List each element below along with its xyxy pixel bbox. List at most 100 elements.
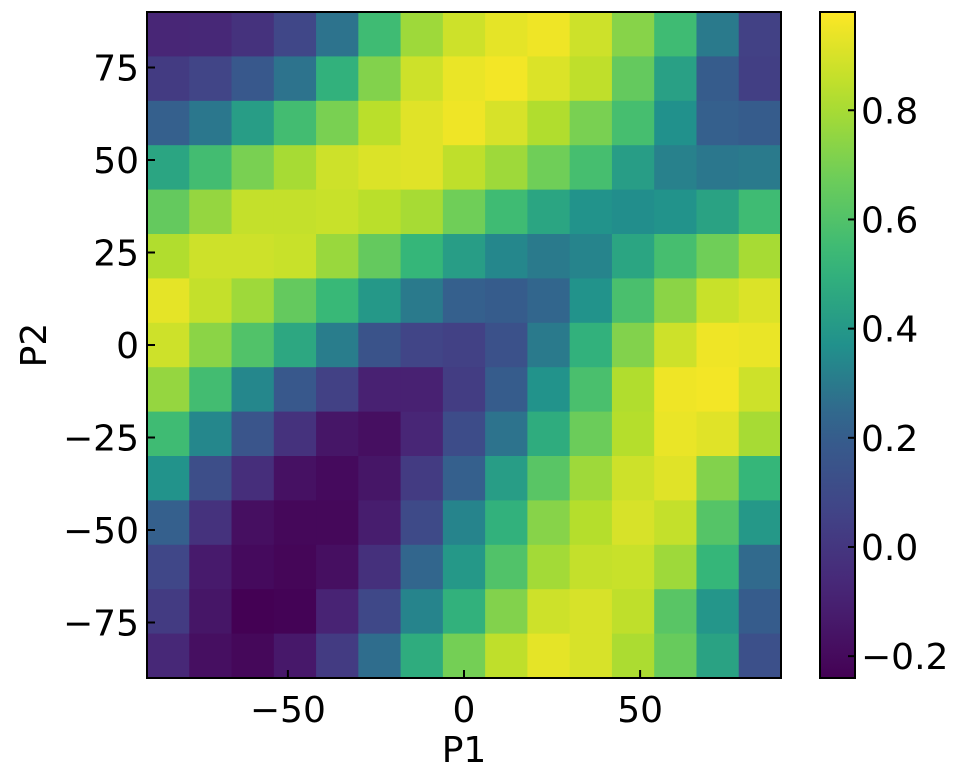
- heatmap-cell: [570, 323, 613, 368]
- heatmap-cell: [485, 190, 528, 235]
- y-tick-label: 0: [116, 326, 139, 367]
- heatmap-cell: [527, 234, 570, 279]
- heatmap-cell: [527, 12, 570, 57]
- heatmap-cell: [358, 412, 401, 457]
- heatmap-cell: [485, 500, 528, 545]
- heatmap-cell: [485, 456, 528, 501]
- heatmap-cell: [612, 234, 655, 279]
- heatmap-cell: [147, 190, 190, 235]
- heatmap-cell: [570, 278, 613, 323]
- y-tick-label: −50: [63, 511, 139, 552]
- heatmap-cell: [696, 278, 739, 323]
- heatmap-cell: [358, 101, 401, 146]
- heatmap-cell: [189, 367, 232, 412]
- heatmap-cell: [485, 234, 528, 279]
- x-axis-label: P1: [442, 730, 487, 771]
- heatmap-cell: [527, 367, 570, 412]
- heatmap-cell: [401, 101, 444, 146]
- heatmap-cell: [612, 634, 655, 679]
- heatmap-cell: [316, 323, 359, 368]
- heatmap-cell: [527, 412, 570, 457]
- heatmap-cell: [316, 456, 359, 501]
- heatmap-cell: [527, 323, 570, 368]
- heatmap-cell: [739, 634, 782, 679]
- heatmap-cell: [485, 412, 528, 457]
- heatmap-cell: [570, 589, 613, 634]
- y-axis-label: P2: [14, 323, 55, 368]
- heatmap-cell: [316, 101, 359, 146]
- colorbar-tick-label: −0.2: [861, 637, 948, 678]
- heatmap-cell: [570, 367, 613, 412]
- heatmap-cell: [274, 412, 317, 457]
- heatmap-cell: [527, 456, 570, 501]
- heatmap-cell: [612, 412, 655, 457]
- heatmap-cell: [443, 545, 486, 590]
- heatmap-cell: [232, 634, 275, 679]
- heatmap-cell: [401, 234, 444, 279]
- heatmap-cell: [696, 101, 739, 146]
- heatmap-cell: [147, 145, 190, 190]
- heatmap-cell: [401, 367, 444, 412]
- heatmap-cell: [696, 234, 739, 279]
- heatmap-cell: [274, 190, 317, 235]
- heatmap-cell: [654, 500, 697, 545]
- heatmap-cell: [358, 278, 401, 323]
- heatmap-cell: [232, 500, 275, 545]
- heatmap-cell: [358, 456, 401, 501]
- heatmap-cell: [189, 323, 232, 368]
- heatmap-cell: [316, 234, 359, 279]
- heatmap-cell: [401, 12, 444, 57]
- heatmap-cell: [147, 500, 190, 545]
- heatmap-cell: [358, 634, 401, 679]
- heatmap-cell: [696, 456, 739, 501]
- heatmap-cell: [316, 12, 359, 57]
- x-tick-label: −50: [250, 690, 326, 731]
- heatmap-cell: [189, 500, 232, 545]
- heatmap-cell: [654, 190, 697, 235]
- heatmap-cell: [274, 101, 317, 146]
- heatmap-cell: [316, 145, 359, 190]
- heatmap-cell: [485, 367, 528, 412]
- heatmap-cell: [147, 12, 190, 57]
- heatmap-cell: [527, 145, 570, 190]
- heatmap-cell: [274, 278, 317, 323]
- heatmap-cell: [739, 456, 782, 501]
- heatmap-cell: [527, 101, 570, 146]
- colorbar-ticks: −0.2 0.0 0.2 0.4 0.6 0.8: [848, 91, 948, 678]
- heatmap-cell: [739, 56, 782, 101]
- heatmap-cell: [274, 145, 317, 190]
- heatmap-cell: [443, 190, 486, 235]
- heatmap-cell: [401, 589, 444, 634]
- heatmap-cell: [232, 367, 275, 412]
- y-tick-label: −25: [63, 419, 139, 460]
- heatmap-cell: [401, 500, 444, 545]
- heatmap-cell: [570, 545, 613, 590]
- x-tick-label: 0: [453, 690, 476, 731]
- heatmap-cell: [358, 589, 401, 634]
- heatmap-cell: [274, 12, 317, 57]
- heatmap-cell: [401, 190, 444, 235]
- heatmap-cell: [401, 145, 444, 190]
- heatmap-cell: [316, 56, 359, 101]
- heatmap-cell: [443, 101, 486, 146]
- heatmap-cell: [485, 145, 528, 190]
- heatmap-cell: [147, 412, 190, 457]
- heatmap-cell: [443, 500, 486, 545]
- heatmap-cell: [612, 190, 655, 235]
- heatmap-cell: [316, 634, 359, 679]
- heatmap-cell: [232, 323, 275, 368]
- heatmap-cell: [527, 190, 570, 235]
- heatmap-cell: [401, 323, 444, 368]
- heatmap-cell: [316, 589, 359, 634]
- heatmap-cell: [485, 545, 528, 590]
- heatmap-cell: [189, 589, 232, 634]
- heatmap-cell: [570, 145, 613, 190]
- heatmap-cell: [739, 190, 782, 235]
- heatmap-cell: [527, 589, 570, 634]
- heatmap-cell: [147, 278, 190, 323]
- heatmap-cell: [316, 278, 359, 323]
- heatmap-cell: [443, 12, 486, 57]
- heatmap-cell: [696, 12, 739, 57]
- heatmap-cell: [232, 145, 275, 190]
- colorbar: [820, 12, 855, 678]
